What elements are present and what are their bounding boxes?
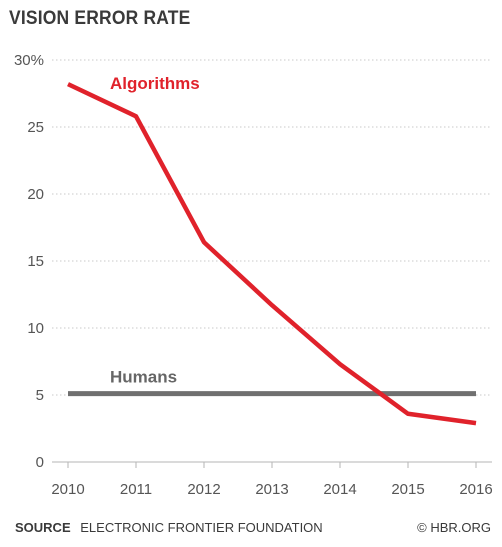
y-tick-label: 0 [36, 454, 44, 471]
x-tick-label: 2011 [120, 481, 152, 498]
series-labels: Algorithms Humans [110, 74, 200, 387]
x-tick-label: 2013 [255, 481, 288, 498]
y-axis-ticks: 0 5 10 15 20 25 30% [14, 52, 44, 471]
y-tick-label: 20 [27, 186, 44, 203]
source-label: SOURCE [15, 520, 71, 535]
y-tick-label: 10 [27, 320, 44, 337]
y-tick-label: 30% [14, 52, 44, 69]
source-text: ELECTRONIC FRONTIER FOUNDATION [80, 520, 323, 535]
y-tick-label: 25 [27, 119, 44, 136]
x-axis-ticks: 2010 2011 2012 2013 2014 2015 2016 [51, 462, 493, 498]
series-lines [67, 82, 477, 426]
chart-footer: SOURCE ELECTRONIC FRONTIER FOUNDATION © … [15, 520, 497, 535]
series-label-humans: Humans [110, 368, 177, 387]
gridlines [52, 59, 492, 463]
x-tick-label: 2014 [323, 481, 356, 498]
y-tick-label: 15 [27, 253, 44, 270]
series-label-algorithms: Algorithms [110, 74, 200, 93]
x-tick-label: 2015 [391, 481, 424, 498]
chart-title: VISION ERROR RATE [9, 8, 191, 29]
series-line-algorithms [67, 82, 477, 426]
x-tick-label: 2010 [51, 481, 84, 498]
credit-text: © HBR.ORG [417, 520, 491, 535]
y-tick-label: 5 [36, 387, 44, 404]
x-tick-label: 2016 [459, 481, 492, 498]
x-tick-label: 2012 [187, 481, 220, 498]
